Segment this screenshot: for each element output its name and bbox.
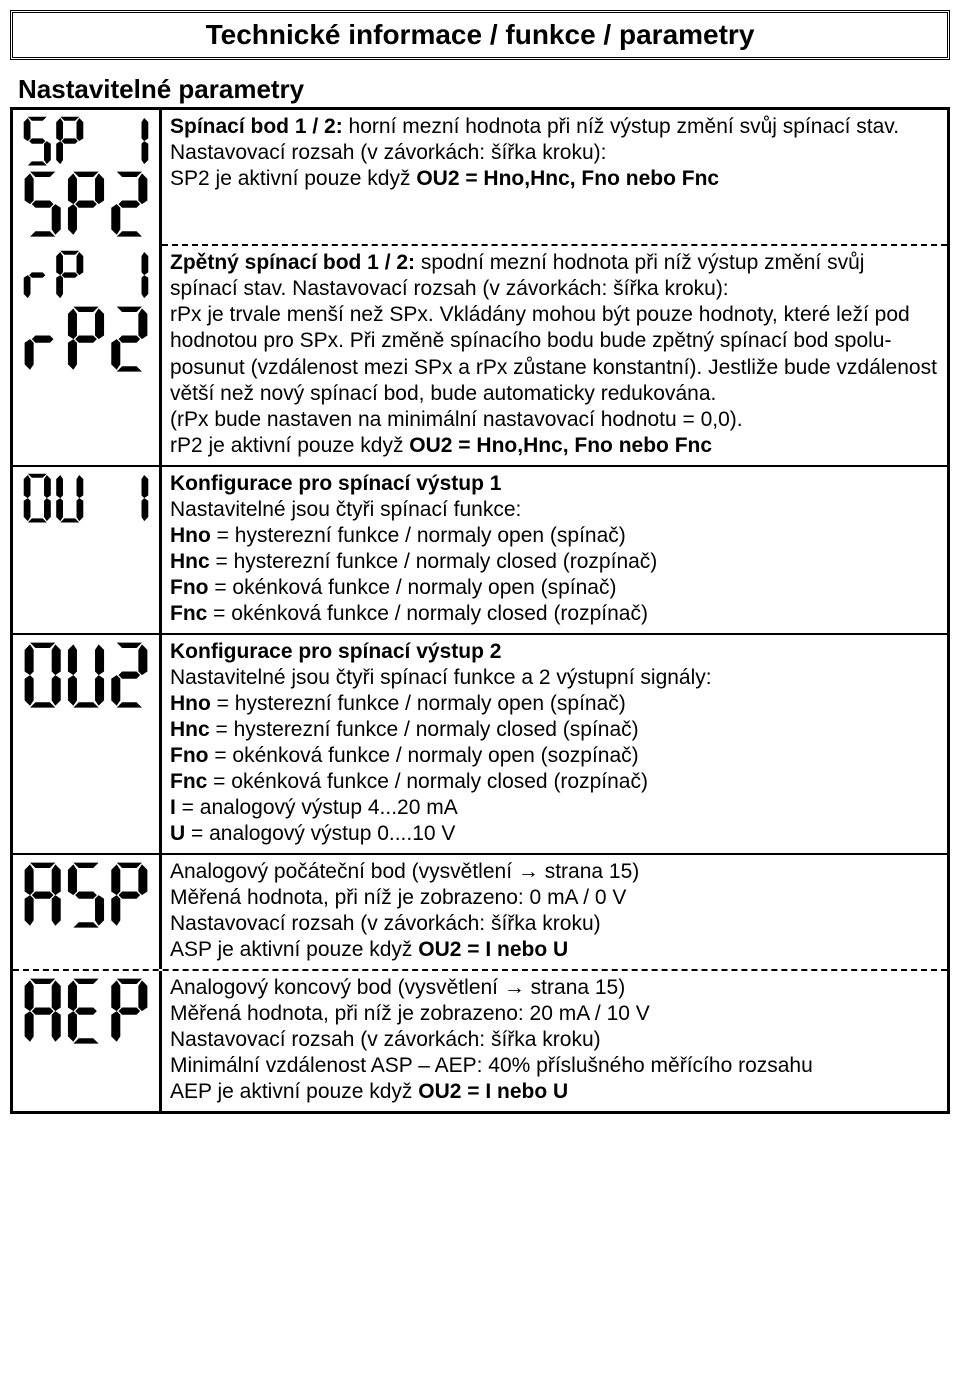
ou1-hno-r: = hysterezní funkce / normaly open (spín… <box>211 524 626 547</box>
rp-lead-rest: spodní mezní hodnota při níž výstup změn… <box>415 251 864 274</box>
sp-line2-bold: OU2 = Hno,Hnc, Fno nebo Fnc <box>416 167 719 190</box>
lcd-ou2 <box>13 635 162 853</box>
asp-icon <box>21 859 151 931</box>
rp-l4: (rPx bude nastaven na minimální nastavov… <box>170 408 743 431</box>
desc-rp: Zpětný spínací bod 1 / 2: spodní mezní h… <box>162 244 947 464</box>
ou1-hnc-b: Hnc <box>170 550 210 573</box>
row-ou2: Konfigurace pro spínací výstup 2 Nastavi… <box>13 633 947 853</box>
ou1-fnc-b: Fnc <box>170 602 207 625</box>
sp2-icon <box>21 168 151 240</box>
ou1-fno-b: Fno <box>170 576 208 599</box>
ou1-fno-r: = okénková funkce / normaly open (spínač… <box>208 576 616 599</box>
sp-lead-bold: Spínací bod 1 / 2: <box>170 115 343 138</box>
ou2-i-r: = analogový výstup 4...20 mA <box>176 796 458 819</box>
ou2-fnc-b: Fnc <box>170 770 207 793</box>
rp-l2: spínací stav. Nastavovací rozsah (v závo… <box>170 277 729 300</box>
ou2-hnc-r: = hysterezní funkce / normaly closed (sp… <box>210 718 639 741</box>
ou2-hnc-b: Hnc <box>170 718 210 741</box>
ou1-fnc-r: = okénková funkce / normaly closed (rozp… <box>207 602 648 625</box>
lcd-asp <box>13 855 162 969</box>
ou1-hnc-r: = hysterezní funkce / normaly closed (ro… <box>210 550 658 573</box>
row-ou1: Konfigurace pro spínací výstup 1 Nastavi… <box>13 465 947 633</box>
desc-ou2: Konfigurace pro spínací výstup 2 Nastavi… <box>162 635 947 853</box>
aep-l4: Minimální vzdálenost ASP – AEP: 40% přís… <box>170 1054 813 1077</box>
ou2-fnc-r: = okénková funkce / normaly closed (rozp… <box>207 770 648 793</box>
rp-l3: rPx je trvale menší než SPx. Vkládány mo… <box>170 303 937 404</box>
lcd-ou1 <box>13 467 162 633</box>
aep-l1: Analogový koncový bod (vysvětlení → stra… <box>170 976 625 999</box>
rp-l5-pre: rP2 je aktivní pouze když <box>170 434 409 457</box>
desc-aep: Analogový koncový bod (vysvětlení → stra… <box>162 971 947 1111</box>
asp-l4-pre: ASP je aktivní pouze když <box>170 938 418 961</box>
ou2-icon <box>21 639 151 711</box>
lcd-rp <box>13 244 162 464</box>
ou2-fno-b: Fno <box>170 744 208 767</box>
ou2-sub: Nastavitelné jsou čtyři spínací funkce a… <box>170 666 712 689</box>
asp-l2: Měřená hodnota, při níž je zobrazeno: 0 … <box>170 886 626 909</box>
ou2-u-b: U <box>170 822 185 845</box>
rp-lead-bold: Zpětný spínací bod 1 / 2: <box>170 251 415 274</box>
ou1-icon <box>21 471 151 525</box>
asp-l4-bold: OU2 = I nebo U <box>418 938 568 961</box>
ou2-u-r: = analogový výstup 0....10 V <box>185 822 455 845</box>
ou2-hno-b: Hno <box>170 692 211 715</box>
desc-asp: Analogový počáteční bod (vysvětlení → st… <box>162 855 947 969</box>
asp-l1: Analogový počáteční bod (vysvětlení → st… <box>170 860 639 883</box>
rp-l5-bold: OU2 = Hno,Hnc, Fno nebo Fnc <box>409 434 712 457</box>
ou1-sub: Nastavitelné jsou čtyři spínací funkce: <box>170 498 521 521</box>
rp2-icon <box>21 303 151 375</box>
desc-ou1: Konfigurace pro spínací výstup 1 Nastavi… <box>162 467 947 633</box>
row-asp: Analogový počáteční bod (vysvětlení → st… <box>13 853 947 969</box>
lcd-aep <box>13 971 162 1111</box>
ou2-hno-r: = hysterezní funkce / normaly open (spín… <box>211 692 626 715</box>
desc-sp: Spínací bod 1 / 2: horní mezní hodnota p… <box>162 110 947 244</box>
rp1-icon <box>21 248 151 302</box>
sp-line2-pre: SP2 je aktivní pouze když <box>170 167 416 190</box>
row-aep: Analogový koncový bod (vysvětlení → stra… <box>13 969 947 1111</box>
asp-l3: Nastavovací rozsah (v závorkách: šířka k… <box>170 912 601 935</box>
aep-l5-bold: OU2 = I nebo U <box>418 1080 568 1103</box>
ou2-fno-r: = okénková funkce / normaly open (sozpín… <box>208 744 638 767</box>
parameter-table: Spínací bod 1 / 2: horní mezní hodnota p… <box>10 107 950 1114</box>
section-heading: Nastavitelné parametry <box>18 74 950 105</box>
ou2-title: Konfigurace pro spínací výstup 2 <box>170 640 501 663</box>
row-rp: Zpětný spínací bod 1 / 2: spodní mezní h… <box>13 244 947 464</box>
aep-l5-pre: AEP je aktivní pouze když <box>170 1080 418 1103</box>
lcd-sp <box>13 110 162 244</box>
aep-l3: Nastavovací rozsah (v závorkách: šířka k… <box>170 1028 601 1051</box>
ou1-title: Konfigurace pro spínací výstup 1 <box>170 472 501 495</box>
aep-l2: Měřená hodnota, při níž je zobrazeno: 20… <box>170 1002 650 1025</box>
ou1-hno-b: Hno <box>170 524 211 547</box>
sp1-icon <box>21 114 151 168</box>
row-sp: Spínací bod 1 / 2: horní mezní hodnota p… <box>13 110 947 244</box>
page-title: Technické informace / funkce / parametry <box>10 10 950 60</box>
aep-icon <box>21 975 151 1047</box>
